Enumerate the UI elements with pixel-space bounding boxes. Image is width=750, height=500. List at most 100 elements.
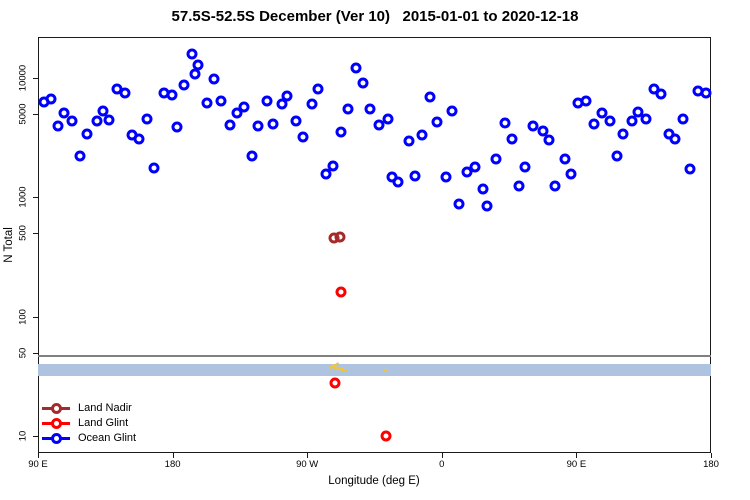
ocean-glint-point — [632, 106, 644, 118]
ocean-glint-point — [238, 101, 250, 113]
ocean-glint-point — [201, 97, 213, 109]
ocean-glint-point — [409, 170, 421, 182]
ocean-glint-point — [81, 128, 93, 140]
y-tick-label: 10 — [17, 430, 29, 442]
gold-mark — [384, 368, 389, 371]
ocean-glint-point — [246, 150, 258, 162]
y-tick-label: 5000 — [17, 103, 29, 125]
legend: Land Nadir Land Glint Ocean Glint — [42, 401, 136, 445]
ocean-glint-symbol-icon — [42, 431, 72, 445]
ocean-glint-point — [186, 48, 198, 60]
ocean-glint-point — [297, 131, 309, 143]
ocean-glint-point — [208, 73, 220, 85]
x-tick — [307, 453, 309, 458]
x-tick-label: 90 E — [28, 459, 48, 470]
ocean-glint-point — [189, 68, 201, 80]
x-tick — [172, 453, 174, 458]
land-glint-point — [335, 286, 347, 298]
land-nadir-point — [334, 231, 346, 243]
x-tick-label: 180 — [703, 459, 719, 470]
threshold-line — [38, 354, 711, 357]
ocean-glint-point — [252, 120, 264, 132]
y-tick-label: 500 — [17, 225, 29, 242]
y-tick — [33, 352, 38, 354]
x-tick-label: 0 — [439, 459, 445, 470]
ocean-glint-point — [596, 107, 608, 119]
ocean-glint-point — [440, 171, 452, 183]
ocean-glint-point — [231, 107, 243, 119]
legend-label: Ocean Glint — [78, 432, 137, 444]
x-tick — [441, 453, 443, 458]
ocean-glint-point — [543, 134, 555, 146]
ocean-glint-point — [490, 153, 502, 165]
ocean-glint-point — [559, 153, 571, 165]
ocean-glint-point — [461, 166, 473, 178]
land-glint-point — [329, 377, 341, 389]
ocean-glint-point — [276, 98, 288, 110]
ocean-glint-point — [373, 119, 385, 131]
ocean-glint-point — [281, 90, 293, 102]
legend-item-land-nadir: Land Nadir — [42, 401, 136, 415]
plot-area — [38, 37, 711, 453]
chart-title: 57.5S-52.5S December (Ver 10) 2015-01-01… — [171, 8, 579, 25]
ocean-glint-point — [565, 168, 577, 180]
threshold-band — [38, 364, 711, 376]
ocean-glint-point — [537, 125, 549, 137]
y-tick — [33, 436, 38, 437]
ocean-glint-point — [481, 200, 493, 212]
ocean-glint-point — [588, 118, 600, 130]
x-tick-label: 180 — [164, 459, 181, 470]
ocean-glint-point — [626, 115, 638, 127]
legend-label: Land Nadir — [78, 402, 132, 414]
ocean-glint-point — [416, 129, 428, 141]
x-tick-label: 90 E — [566, 459, 587, 470]
x-axis-title: Longitude (deg E) — [328, 475, 420, 487]
y-tick — [33, 197, 38, 199]
ocean-glint-point — [677, 113, 689, 125]
ocean-glint-point — [327, 160, 339, 172]
legend-label: Land Glint — [78, 417, 129, 429]
y-tick — [33, 114, 38, 115]
land-nadir-symbol-icon — [42, 401, 72, 415]
x-tick-label: 90 W — [296, 459, 319, 470]
gold-mark — [342, 369, 348, 372]
ocean-glint-point — [684, 163, 696, 175]
ocean-glint-point — [513, 180, 525, 192]
y-tick-label: 100 — [17, 308, 29, 325]
ocean-glint-point — [320, 168, 332, 180]
ocean-glint-point — [392, 176, 404, 188]
ocean-glint-point — [424, 91, 436, 103]
ocean-glint-point — [477, 183, 489, 195]
ocean-glint-point — [519, 161, 531, 173]
y-tick-label: 1000 — [17, 186, 29, 208]
ocean-glint-point — [403, 135, 415, 147]
ocean-glint-point — [382, 113, 393, 125]
ocean-glint-point — [38, 96, 50, 108]
y-axis-title: N Total — [3, 227, 15, 263]
y-tick — [33, 78, 38, 80]
y-tick-label: 50 — [17, 347, 29, 358]
ocean-glint-point — [97, 105, 109, 117]
land-glint-symbol-icon — [42, 416, 72, 430]
ocean-glint-point — [357, 77, 369, 89]
ocean-glint-point — [350, 62, 361, 74]
ocean-glint-point — [499, 117, 511, 129]
ocean-glint-point — [611, 150, 623, 162]
ocean-glint-point — [527, 120, 539, 132]
ocean-glint-point — [453, 198, 465, 210]
ocean-glint-point — [446, 105, 458, 117]
ocean-glint-point — [580, 95, 592, 107]
ocean-glint-point — [306, 98, 318, 110]
ocean-glint-point — [261, 95, 273, 107]
ocean-glint-point — [364, 103, 376, 115]
ocean-glint-point — [640, 113, 652, 125]
ocean-glint-point — [74, 150, 86, 162]
ocean-glint-point — [141, 113, 153, 125]
legend-item-ocean-glint: Ocean Glint — [42, 431, 136, 445]
ocean-glint-point — [342, 103, 354, 115]
ocean-glint-point — [700, 87, 712, 99]
ocean-glint-point — [119, 87, 131, 99]
y-tick-label: 10000 — [17, 64, 29, 92]
ocean-glint-point — [52, 120, 64, 132]
ocean-glint-point — [431, 116, 443, 128]
